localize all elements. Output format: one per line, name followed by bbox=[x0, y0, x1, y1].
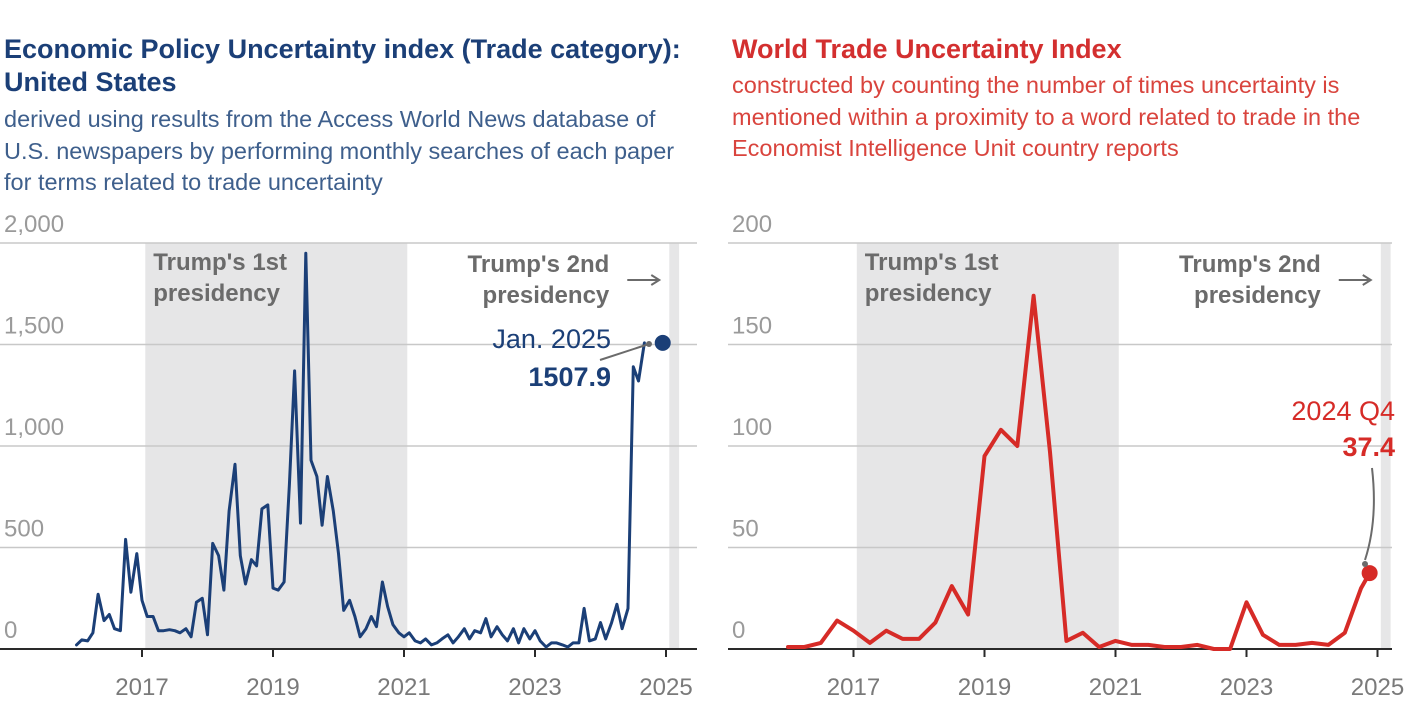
epu-trade-panel: Economic Policy Uncertainty index (Trade… bbox=[0, 0, 700, 720]
arrow-right-icon bbox=[650, 274, 662, 286]
epu-trade-chart: 0 500 1,000 1,500 2,000 Trump's 1st presidency… bbox=[0, 211, 697, 701]
shade-label: Trump's 1st bbox=[865, 249, 999, 276]
series-line bbox=[786, 293, 1372, 651]
x-tick-label: 2021 bbox=[1089, 674, 1142, 701]
shade-label: Trump's 2nd bbox=[1179, 251, 1321, 278]
annotation-arrow bbox=[1364, 467, 1375, 561]
x-tick-label: 2019 bbox=[246, 674, 299, 701]
x-tick-label: 2025 bbox=[1351, 674, 1404, 701]
y-tick-label: 200 bbox=[732, 211, 772, 238]
series-line bbox=[75, 251, 646, 649]
chart-title: Economic Policy Uncertainty index (Trade… bbox=[4, 34, 681, 97]
x-tick-label: 2021 bbox=[377, 674, 430, 701]
annotation-arrow bbox=[599, 343, 650, 361]
shade-label: presidency bbox=[483, 282, 610, 309]
annotation-label: 2024 Q4 bbox=[1291, 396, 1395, 426]
y-tick-label: 1,500 bbox=[4, 313, 64, 340]
chart-title: World Trade Uncertainty Index bbox=[732, 34, 1122, 64]
y-tick-label: 100 bbox=[732, 414, 772, 441]
end-point-marker bbox=[1361, 565, 1378, 582]
x-tick-label: 2017 bbox=[115, 674, 168, 701]
annotation-arrow-head bbox=[1362, 561, 1368, 567]
arrow-right-icon bbox=[1362, 274, 1373, 286]
x-tick-label: 2023 bbox=[1220, 674, 1273, 701]
y-tick-label: 0 bbox=[732, 617, 745, 644]
chart-subtitle: constructed by counting the number of ti… bbox=[732, 72, 1361, 161]
x-tick-label: 2017 bbox=[827, 674, 880, 701]
shade-label: Trump's 1st bbox=[153, 249, 287, 276]
y-tick-label: 2,000 bbox=[4, 211, 64, 238]
end-point-marker bbox=[654, 334, 671, 351]
y-tick-label: 0 bbox=[4, 617, 17, 644]
y-tick-label: 1,000 bbox=[4, 414, 64, 441]
x-tick-label: 2019 bbox=[958, 674, 1011, 701]
annotation-arrow-head bbox=[646, 341, 652, 347]
y-tick-label: 150 bbox=[732, 313, 772, 340]
shade-label: Trump's 2nd bbox=[468, 251, 610, 278]
x-tick-label: 2023 bbox=[508, 674, 561, 701]
y-tick-label: 500 bbox=[4, 516, 44, 543]
y-tick-label: 50 bbox=[732, 516, 759, 543]
annotation-value: 37.4 bbox=[1342, 432, 1395, 462]
chart-subtitle: derived using results from the Access Wo… bbox=[4, 106, 675, 195]
wtu-panel: World Trade Uncertainty Index constructe… bbox=[728, 0, 1410, 720]
shade-label: presidency bbox=[1194, 282, 1321, 309]
wtu-chart: 0 50 100 150 200 Trump's 1st presidency Trump's… bbox=[728, 211, 1404, 701]
shade-label: presidency bbox=[153, 280, 280, 307]
annotation-label: Jan. 2025 bbox=[492, 324, 611, 354]
shade-label: presidency bbox=[865, 280, 992, 307]
annotation-value: 1507.9 bbox=[528, 362, 611, 392]
x-tick-label: 2025 bbox=[639, 674, 692, 701]
